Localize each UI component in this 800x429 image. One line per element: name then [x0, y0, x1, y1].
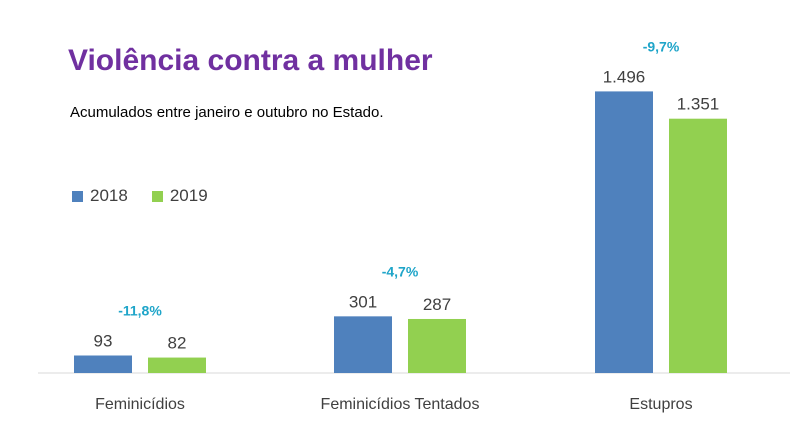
legend: 2018 2019: [72, 186, 232, 206]
data-label-2018-2: 1.496: [603, 67, 646, 86]
data-label-2018-1: 301: [349, 292, 377, 311]
legend-item-2018: 2018: [72, 186, 128, 206]
category-label-1: Feminicídios Tentados: [321, 396, 480, 413]
category-label-0: Feminicídios: [95, 396, 185, 413]
bar-2019-1: [408, 318, 466, 373]
change-label-0: -11,8%: [118, 302, 162, 318]
bar-2019-0: [148, 357, 206, 373]
data-label-2019-0: 82: [168, 334, 187, 353]
bar-2018-0: [74, 355, 132, 373]
change-label-2: -9,7%: [643, 38, 680, 54]
legend-swatch-2019: [151, 190, 163, 202]
data-label-2019-1: 287: [423, 295, 451, 314]
bar-2018-1: [334, 316, 392, 373]
legend-label-2019: 2019: [169, 186, 208, 205]
chart-subtitle: Acumulados entre janeiro e outubro no Es…: [70, 104, 384, 121]
chart-title: Violência contra a mulher: [68, 44, 433, 77]
change-label-1: -4,7%: [382, 263, 419, 279]
data-label-2018-0: 93: [94, 331, 113, 350]
legend-swatch-2018: [72, 190, 83, 202]
bar-2018-2: [595, 91, 653, 374]
category-label-2: Estupros: [629, 396, 692, 413]
bar-2019-2: [669, 118, 727, 373]
legend-label-2018: 2018: [90, 186, 128, 205]
data-label-2019-2: 1.351: [677, 95, 720, 114]
legend-item-2019: 2019: [151, 186, 208, 206]
